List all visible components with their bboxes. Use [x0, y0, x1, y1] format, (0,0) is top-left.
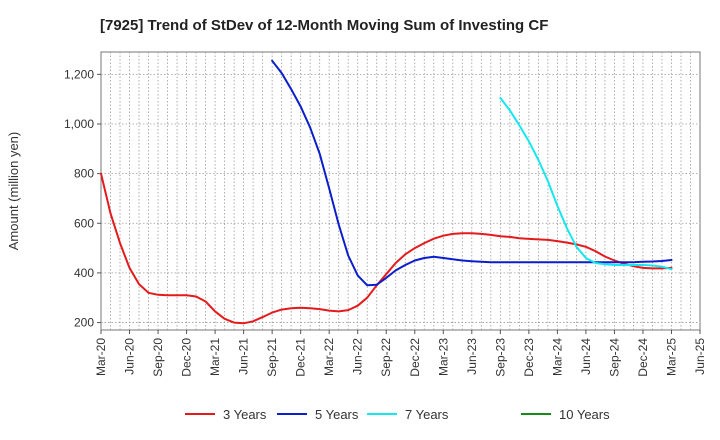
legend: 3 Years 5 Years 7 Years 10 Years [185, 407, 610, 422]
legend-label: 7 Years [405, 407, 449, 422]
x-tick-label: Sep-20 [151, 338, 165, 377]
x-tick-label: Dec-21 [294, 338, 308, 377]
x-tick-label: Jun-22 [351, 338, 365, 375]
x-tick-label: Jun-25 [693, 338, 707, 375]
plot-area [100, 51, 701, 331]
y-tick-label: 1,200 [64, 67, 94, 81]
x-tick-label: Mar-20 [94, 338, 108, 376]
y-tick-label: 400 [74, 266, 94, 280]
series-line-7-years [499, 96, 673, 271]
x-tick-label: Dec-22 [408, 338, 422, 377]
x-tick-label: Mar-22 [322, 338, 336, 376]
x-tick-label: Dec-20 [180, 338, 194, 377]
legend-label: 3 Years [223, 407, 267, 422]
y-tick-label: 200 [74, 316, 94, 330]
gridlines [101, 52, 700, 330]
x-tick-label: Dec-23 [522, 338, 536, 377]
series-line-3-years [100, 172, 673, 325]
y-axis-label: Amount (million yen) [6, 132, 21, 251]
x-tick-label: Mar-23 [436, 338, 450, 376]
y-tick-label: 600 [74, 216, 94, 230]
y-tick-label: 1,000 [64, 117, 94, 131]
x-tick-label: Dec-24 [636, 338, 650, 377]
x-tick-label: Sep-24 [607, 338, 621, 377]
x-tick-label: Jun-21 [237, 338, 251, 375]
x-tick-label: Sep-22 [379, 338, 393, 377]
x-tick-label: Jun-20 [123, 338, 137, 375]
series-layer [100, 59, 673, 325]
x-tick-label: Jun-24 [579, 338, 593, 375]
legend-label: 5 Years [315, 407, 359, 422]
x-tick-label: Jun-23 [465, 338, 479, 375]
legend-label: 10 Years [559, 407, 610, 422]
x-tick-label: Mar-24 [550, 338, 564, 376]
x-tick-label: Mar-21 [208, 338, 222, 376]
x-axis: Mar-20 Jun-20 Sep-20 Dec-20 Mar-21 Jun-21 Sep-… [94, 330, 707, 377]
chart-title: [7925] Trend of StDev of 12-Month Moving… [100, 17, 548, 34]
y-tick-label: 800 [74, 167, 94, 181]
y-axis: 200 400 600 800 1,000 1,200 [64, 67, 101, 330]
x-tick-label: Sep-21 [265, 338, 279, 377]
series-line-5-years [271, 59, 673, 287]
x-tick-label: Mar-25 [664, 338, 678, 376]
x-tick-label: Sep-23 [493, 338, 507, 377]
